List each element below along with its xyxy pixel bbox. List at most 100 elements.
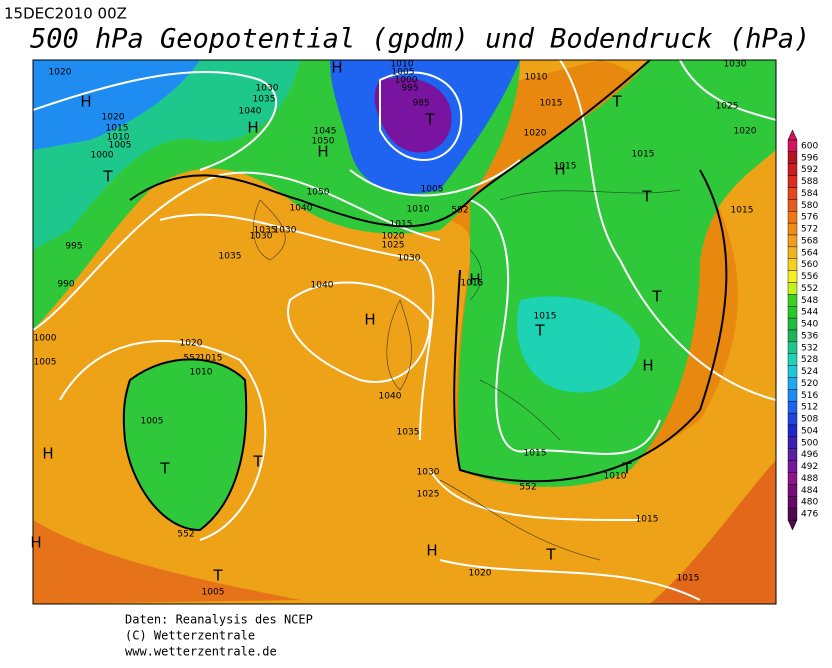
isobar-label: 1010: [190, 368, 213, 378]
isobar-label: 1040: [379, 392, 402, 402]
isobar-label: 1015: [540, 99, 563, 109]
isobar-label: 552: [177, 530, 194, 540]
isobar-label: 1050: [312, 137, 335, 147]
pressure-center: H: [42, 445, 53, 463]
colorbar-swatch: [787, 246, 798, 259]
colorbar-swatch: [787, 507, 798, 521]
map-frame: [32, 59, 777, 605]
isobar-label: 1020: [469, 569, 492, 579]
isobar-label: 1025: [716, 102, 739, 112]
colorbar-label: 544: [801, 308, 818, 318]
isobar-label: 1020: [180, 339, 203, 349]
colorbar-label: 536: [801, 331, 818, 341]
isobar-label: 1005: [202, 588, 225, 598]
isobar-label: 1030: [724, 60, 747, 70]
colorbar-label: 552: [801, 284, 818, 294]
colorbar-label: 548: [801, 296, 818, 306]
colorbar-swatch: [787, 234, 798, 248]
colorbar-label: 488: [801, 474, 818, 484]
colorbar-swatch: [787, 270, 798, 283]
colorbar-swatch: [787, 222, 798, 236]
colorbar-swatch: [787, 496, 798, 509]
colorbar-swatch: [787, 175, 798, 188]
isobar-label: 1000: [395, 76, 418, 86]
colorbar-swatch: [787, 436, 798, 449]
pressure-center: T: [424, 111, 435, 129]
colorbar-label: 540: [801, 320, 818, 330]
colorbar-label: 524: [801, 367, 818, 377]
colorbar-swatch: [787, 187, 798, 200]
colorbar-label: 568: [801, 236, 818, 246]
isobar-label: 1015: [677, 574, 700, 584]
colorbar-arrow-bottom: [787, 519, 798, 531]
colorbar-swatch: [787, 377, 798, 390]
isobar-label: 1045: [314, 127, 337, 137]
colorbar-swatch: [787, 424, 798, 438]
pressure-center: T: [159, 460, 170, 478]
colorbar-label: 496: [801, 450, 818, 460]
map-title: 500 hPa Geopotential (gpdm) und Bodendru…: [30, 24, 810, 55]
colorbar-swatch: [787, 412, 798, 426]
isobar-label: 1005: [141, 417, 164, 427]
isobar-label: 1025: [417, 490, 440, 500]
colorbar-arrow-top: [787, 129, 798, 141]
colorbar-label: 484: [801, 486, 818, 496]
isobar-label: 1020: [524, 129, 547, 139]
isobar-label: 1010: [107, 133, 130, 143]
colorbar-label: 504: [801, 426, 818, 436]
colorbar-swatch: [787, 211, 798, 224]
colorbar-label: 528: [801, 355, 818, 365]
isobar-label: 995: [65, 242, 82, 252]
colorbar-swatch: [787, 365, 798, 378]
isobar-label: 552: [519, 483, 536, 493]
pressure-center: H: [426, 542, 437, 560]
colorbar-swatch: [787, 282, 798, 295]
pressure-center: H: [317, 143, 328, 161]
colorbar-swatch: [787, 163, 798, 176]
isobar-label: 1030: [274, 226, 297, 236]
pressure-center: H: [469, 271, 480, 289]
colorbar-label: 520: [801, 379, 818, 389]
isobar-label: 1010: [604, 472, 627, 482]
colorbar-label: 588: [801, 177, 818, 187]
isobar-label: 1035: [253, 95, 276, 105]
pressure-center: H: [30, 534, 41, 552]
colorbar-label: 600: [801, 141, 818, 151]
colorbar-label: 584: [801, 189, 818, 199]
colorbar-label: 532: [801, 343, 818, 353]
footer-line: Daten: Reanalysis des NCEP: [125, 613, 313, 627]
colorbar-label: 592: [801, 165, 818, 175]
pressure-center: T: [641, 188, 652, 206]
isobar-label: 1025: [382, 241, 405, 251]
pressure-center: H: [554, 161, 565, 179]
isobar-label: 1015: [636, 515, 659, 525]
colorbar-swatch: [787, 258, 798, 271]
isobar-label: 1010: [391, 60, 414, 70]
isobar-label: 1020: [49, 68, 72, 78]
pressure-center: T: [621, 460, 632, 478]
colorbar-label: 516: [801, 391, 818, 401]
colorbar-label: 500: [801, 438, 818, 448]
isobar-label: 990: [57, 280, 74, 290]
pressure-center: H: [364, 311, 375, 329]
colorbar-label: 476: [801, 510, 818, 520]
isobar-label: 1010: [407, 205, 430, 215]
colorbar-swatch: [787, 389, 798, 402]
colorbar-swatch: [787, 472, 798, 485]
colorbar-label: 576: [801, 213, 818, 223]
isobar-label: 1050: [307, 188, 330, 198]
isobar-label: 1010: [525, 73, 548, 83]
colorbar-swatch: [787, 306, 798, 319]
colorbar-label: 564: [801, 248, 818, 258]
isobar-label: 552: [451, 206, 468, 216]
isobar-label: 1030: [417, 468, 440, 478]
map-field: [33, 60, 776, 604]
isobar-label: 1005: [34, 358, 57, 368]
colorbar-label: 572: [801, 225, 818, 235]
colorbar-swatch: [787, 199, 798, 212]
pressure-center: T: [545, 546, 556, 564]
isobar-label: 1015: [390, 220, 413, 230]
colorbar-swatch: [787, 151, 798, 164]
isobar-label: 1035: [254, 226, 277, 236]
